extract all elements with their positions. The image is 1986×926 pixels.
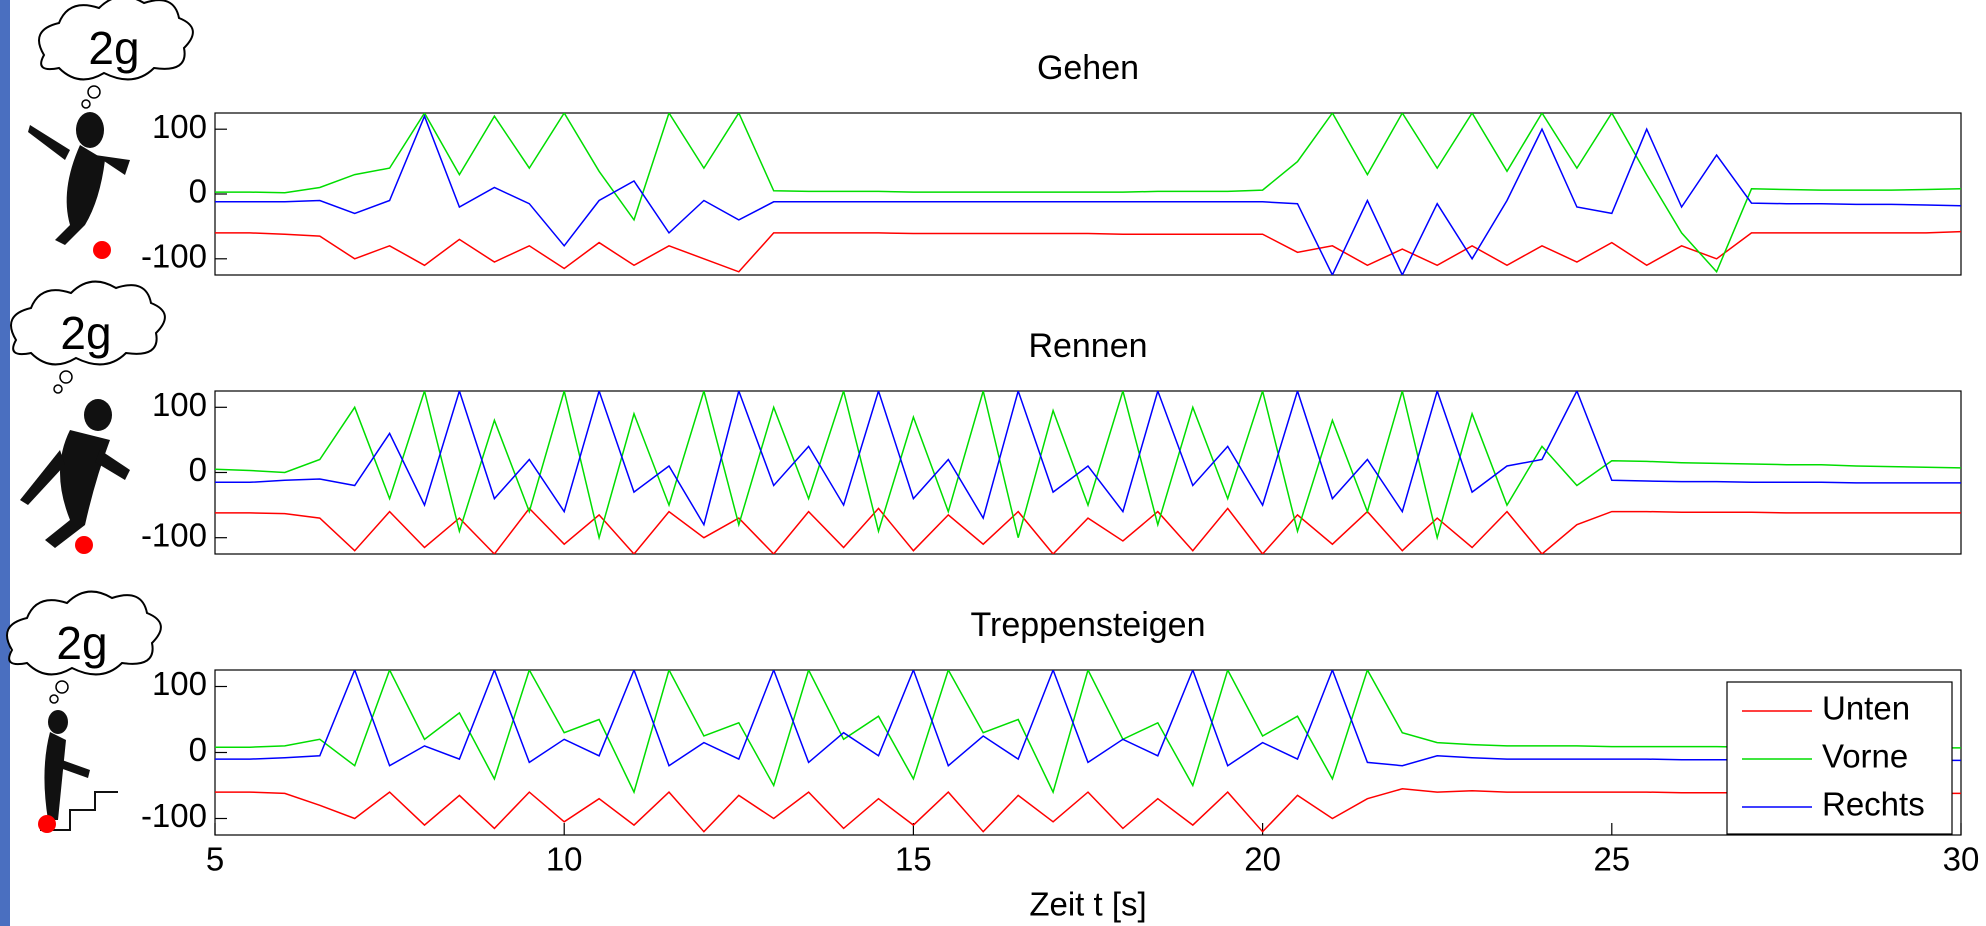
legend: Unten Vorne Rechts <box>1726 681 1953 835</box>
y-tick-label: -100 <box>141 797 207 834</box>
walker-icon <box>28 112 130 259</box>
data-line <box>215 230 1961 273</box>
data-line <box>215 113 1961 274</box>
y-tick-label: -100 <box>141 516 207 553</box>
x-tick-label: 15 <box>895 841 932 878</box>
thought-dot <box>53 384 63 394</box>
side-stripe <box>0 0 10 926</box>
x-axis-label: Zeit t [s] <box>1029 886 1146 923</box>
runner-icon <box>20 399 130 554</box>
y-tick-label: 0 <box>189 173 207 210</box>
axes-box <box>214 390 1962 555</box>
annotation: 2g <box>56 617 107 669</box>
legend-label: Rechts <box>1822 786 1925 823</box>
y-tick-label: -100 <box>141 238 207 275</box>
axes-box <box>214 669 1962 836</box>
x-tick-label: 10 <box>546 841 583 878</box>
subplot: Rennen 2g -100 0 100 <box>10 280 1962 555</box>
annotation: 2g <box>60 307 111 359</box>
data-line <box>215 114 1961 275</box>
thought-dot <box>87 85 101 99</box>
legend-label: Vorne <box>1822 738 1908 775</box>
subplot-title: Treppensteigen <box>970 606 1205 644</box>
data-line <box>215 391 1961 541</box>
thought-dot <box>49 694 59 704</box>
thought-cloud <box>10 280 166 366</box>
thought-cloud <box>6 590 162 676</box>
data-line <box>215 507 1961 554</box>
legend-box <box>1726 681 1953 835</box>
x-tick-label: 5 <box>206 841 224 878</box>
x-tick-label: 30 <box>1943 841 1980 878</box>
thought-dot <box>55 680 69 694</box>
data-line <box>215 788 1961 833</box>
y-tick-label: 100 <box>152 665 207 702</box>
y-tick-label: 0 <box>189 731 207 768</box>
thought-dot <box>59 370 73 384</box>
subplot-title: Gehen <box>1037 49 1139 87</box>
y-tick-label: 100 <box>152 108 207 145</box>
x-tick-label: 25 <box>1593 841 1630 878</box>
subplot: Treppensteigen 2g -100 0 100 5 10 15 20 25 30 Zeit … <box>6 590 1980 923</box>
data-line <box>215 391 1961 527</box>
legend-label: Unten <box>1822 690 1910 727</box>
thought-dot <box>81 99 91 109</box>
axes-box <box>214 112 1962 276</box>
annotation: 2g <box>88 22 139 74</box>
x-tick-label: 20 <box>1244 841 1281 878</box>
y-tick-label: 0 <box>189 451 207 488</box>
subplot: Gehen 2g -100 0 100 <box>38 0 1962 276</box>
y-tick-label: 100 <box>152 386 207 423</box>
data-line <box>215 670 1961 795</box>
subplot-title: Rennen <box>1028 327 1147 365</box>
climber-icon <box>38 710 118 833</box>
thought-cloud <box>38 0 194 81</box>
data-line <box>215 670 1961 767</box>
